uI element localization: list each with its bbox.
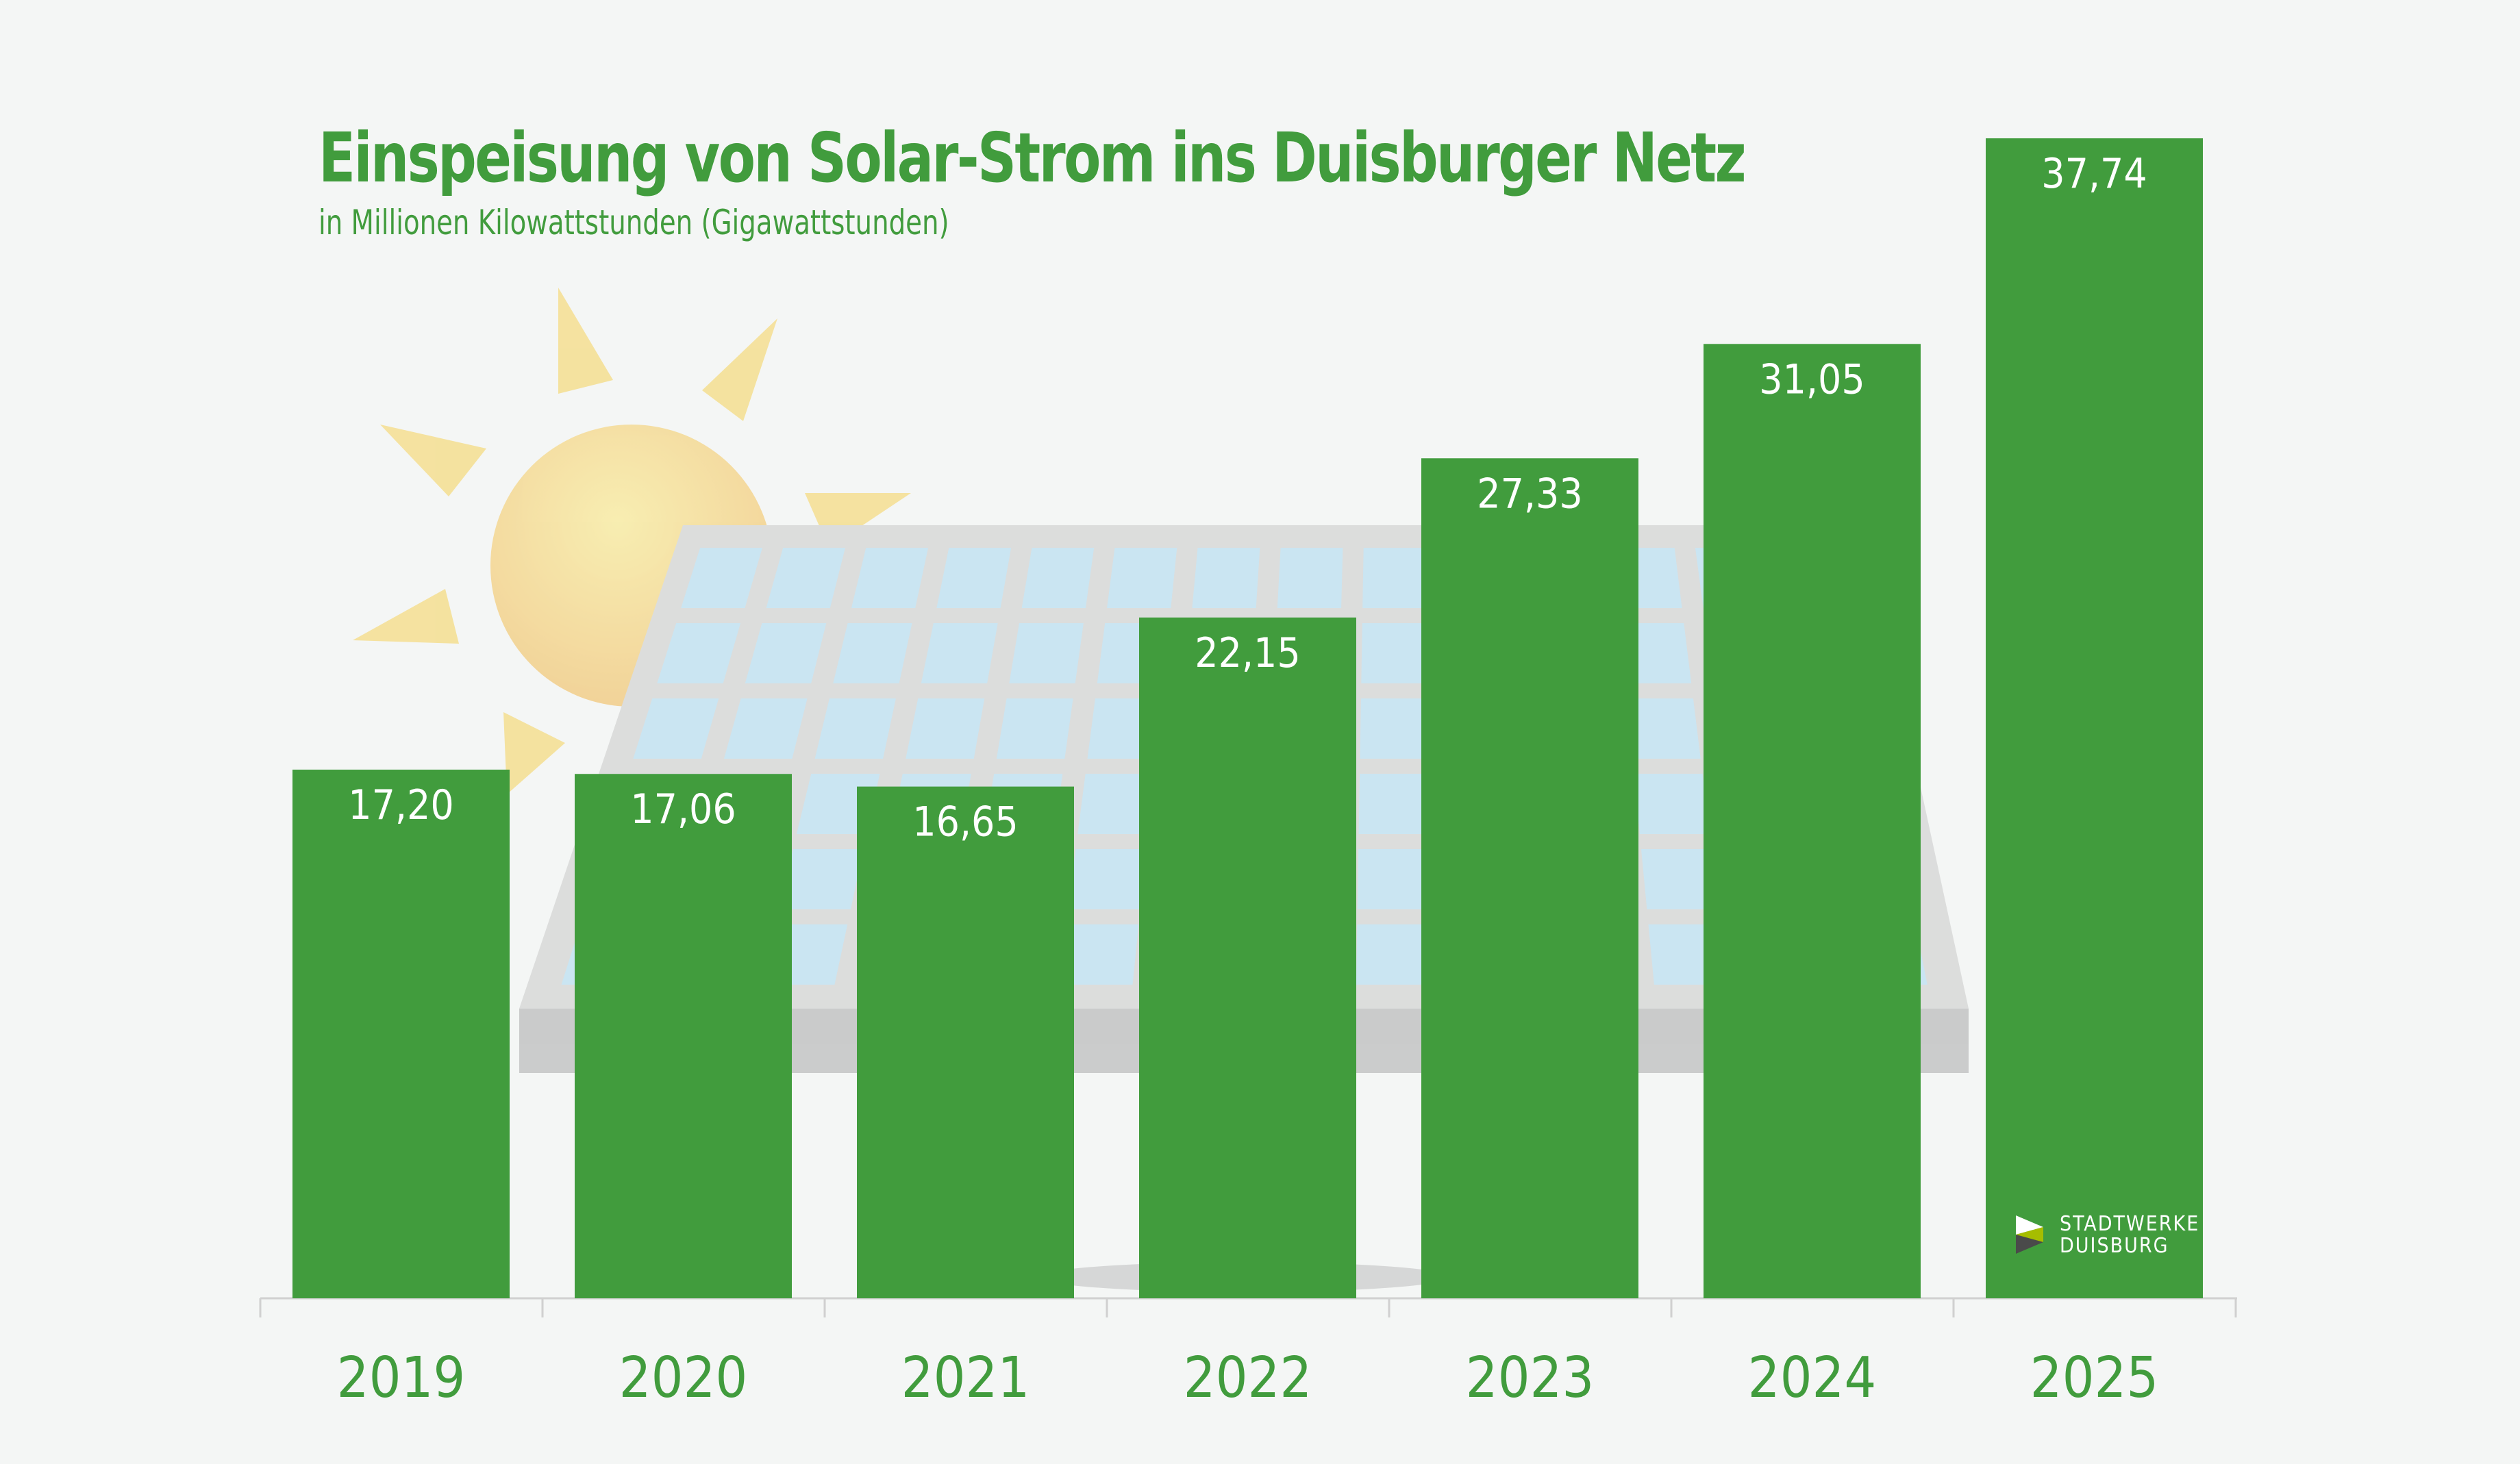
x-tick-label-2019: 2019 bbox=[337, 1346, 466, 1411]
chart-subtitle: in Millionen Kilowattstunden (Gigawattst… bbox=[319, 203, 949, 242]
x-tick-label-2022: 2022 bbox=[1184, 1346, 1312, 1411]
panel-cell bbox=[814, 698, 896, 759]
panel-cell bbox=[996, 698, 1073, 759]
x-tick-label-2021: 2021 bbox=[901, 1346, 1030, 1411]
panel-cell bbox=[1058, 924, 1139, 985]
data-label-2020: 17,06 bbox=[630, 785, 736, 833]
panel-cell bbox=[1358, 774, 1430, 834]
panel-cell bbox=[745, 623, 827, 683]
panel-cell bbox=[1641, 849, 1720, 909]
logo-line1: STADTWERKE bbox=[2060, 1212, 2200, 1236]
bar-2021 bbox=[857, 786, 1074, 1298]
data-label-2024: 31,05 bbox=[1759, 355, 1864, 403]
panel-cell bbox=[778, 849, 864, 909]
stadtwerke-logo: STADTWERKE DUISBURG bbox=[2016, 1213, 2199, 1257]
panel-cell bbox=[833, 623, 912, 683]
panel-cell bbox=[633, 698, 719, 759]
panel-cell bbox=[1626, 698, 1701, 759]
chart-title: Einspeisung von Solar-Strom ins Duisburg… bbox=[319, 118, 1747, 198]
data-label-2019: 17,20 bbox=[348, 781, 453, 829]
x-axis bbox=[259, 1297, 2237, 1317]
bar-2019 bbox=[292, 769, 510, 1298]
panel-cell bbox=[1067, 849, 1147, 909]
panel-cell bbox=[1356, 924, 1431, 985]
x-tick-label-2020: 2020 bbox=[619, 1346, 748, 1411]
panel-cell bbox=[723, 698, 808, 759]
panel-cell bbox=[1009, 623, 1084, 683]
panel-cell bbox=[1357, 849, 1430, 909]
panel-cell bbox=[1362, 548, 1427, 608]
panel-cell bbox=[1361, 623, 1427, 683]
bar-2024 bbox=[1704, 344, 1921, 1299]
panel-cell bbox=[1277, 548, 1343, 608]
panel-cell bbox=[1192, 548, 1260, 608]
panel-cell bbox=[1634, 774, 1710, 834]
panel-cell bbox=[681, 548, 762, 608]
data-label-2022: 22,15 bbox=[1195, 629, 1300, 677]
x-tick-label-2024: 2024 bbox=[1748, 1346, 1877, 1411]
bars: 17,20 2019 17,06 2020 16,65 2021 22,15 2022 27,3… bbox=[292, 138, 2203, 1411]
bar-2025 bbox=[1986, 138, 2203, 1298]
panel-cell bbox=[657, 623, 741, 683]
panel-cell bbox=[1077, 774, 1154, 834]
panel-cell bbox=[1360, 698, 1428, 759]
data-label-2021: 16,65 bbox=[912, 798, 1018, 846]
panel-cell bbox=[1021, 548, 1095, 608]
bar-2023 bbox=[1421, 458, 1638, 1298]
panel-cell bbox=[766, 548, 845, 608]
panel-cell bbox=[936, 548, 1012, 608]
panel-cell bbox=[921, 623, 998, 683]
panel-cell bbox=[906, 698, 985, 759]
x-tick-label-2023: 2023 bbox=[1466, 1346, 1595, 1411]
logo-mark-icon bbox=[2016, 1215, 2043, 1254]
logo-line2: DUISBURG bbox=[2060, 1234, 2169, 1258]
x-tick-label-2025: 2025 bbox=[2030, 1346, 2159, 1411]
data-label-2025: 37,74 bbox=[2041, 150, 2147, 198]
bar-2020 bbox=[575, 774, 792, 1298]
bar-2022 bbox=[1139, 617, 1356, 1298]
panel-cell bbox=[851, 548, 929, 608]
data-label-2023: 27,33 bbox=[1477, 470, 1582, 518]
panel-cell bbox=[1107, 548, 1177, 608]
